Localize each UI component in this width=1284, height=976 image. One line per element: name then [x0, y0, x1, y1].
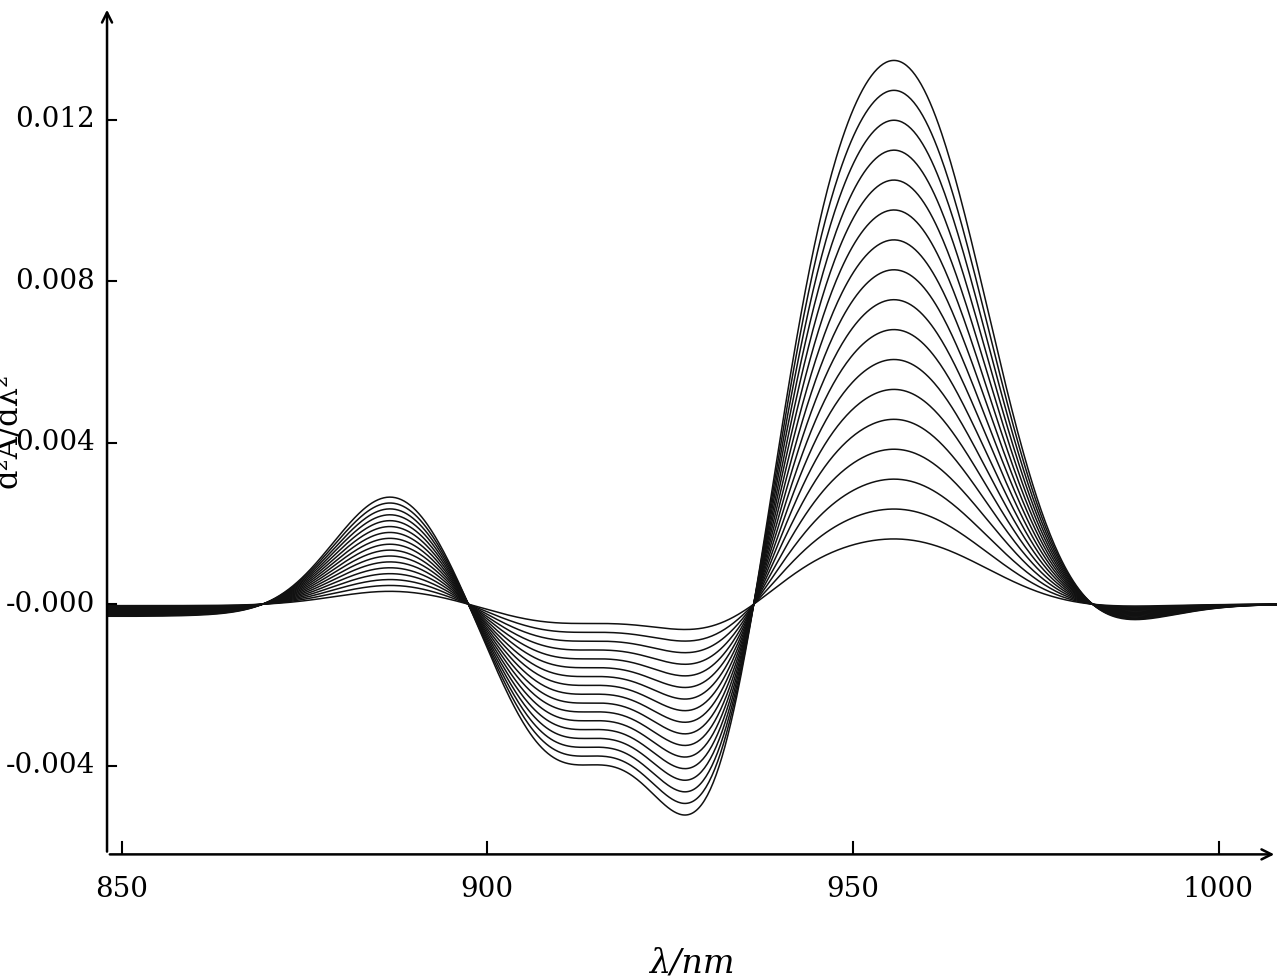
Text: λ/nm: λ/nm	[650, 948, 734, 976]
Text: d²A/dλ²: d²A/dλ²	[0, 373, 23, 488]
Text: -0.004: -0.004	[6, 752, 95, 779]
Text: 0.012: 0.012	[15, 106, 95, 134]
Text: 850: 850	[95, 875, 148, 903]
Text: -0.000: -0.000	[6, 590, 95, 618]
Text: 0.008: 0.008	[15, 267, 95, 295]
Text: 900: 900	[461, 875, 514, 903]
Text: 0.004: 0.004	[15, 429, 95, 456]
Text: 1000: 1000	[1183, 875, 1254, 903]
Text: 950: 950	[827, 875, 880, 903]
